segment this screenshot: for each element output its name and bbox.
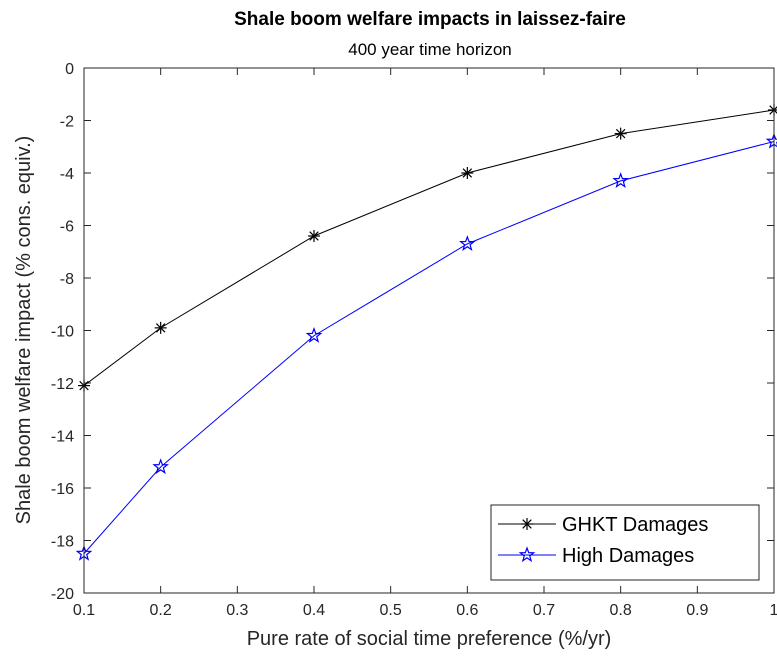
series-line-ghkt-damages (83, 109, 775, 387)
data-point (612, 172, 629, 188)
plot-frame (83, 67, 775, 594)
x-tick-label: 0.9 (686, 602, 708, 619)
x-tick-label: 0.2 (150, 602, 172, 619)
x-axis-ticks: 0.1 0.2 0.3 0.4 0.5 0.6 0.7 0.8 0.9 1 (73, 68, 777, 619)
y-tick-label: -4 (60, 166, 74, 183)
legend-label: High Damages (562, 545, 694, 567)
x-tick-label: 1 (770, 602, 777, 619)
y-tick-label: -18 (51, 534, 74, 551)
y-tick-label: -12 (51, 376, 74, 393)
data-point (308, 230, 320, 242)
y-tick-label: -20 (51, 586, 74, 603)
legend-box (490, 504, 760, 581)
legend-marker (521, 518, 533, 530)
chart-title: Shale boom welfare impacts in laissez-fa… (234, 9, 626, 30)
x-tick-label: 0.8 (610, 602, 632, 619)
legend-marker (518, 546, 536, 563)
legend-label: GHKT Damages (562, 514, 708, 536)
x-tick-label: 0.7 (533, 602, 555, 619)
data-point (459, 235, 476, 251)
y-tick-label: -8 (60, 271, 74, 288)
data-point (154, 321, 167, 334)
y-tick-label: -10 (51, 324, 74, 341)
y-tick-label: -6 (60, 219, 74, 236)
data-point (152, 458, 169, 475)
series-line-high-damages (83, 141, 775, 554)
y-tick-label: -16 (51, 481, 74, 498)
chart-subtitle: 400 year time horizon (348, 40, 511, 59)
x-tick-label: 0.3 (226, 602, 248, 619)
data-point (614, 127, 627, 140)
data-point (305, 327, 323, 343)
series-layer (75, 104, 777, 561)
y-axis-label: Shale boom welfare impact (% cons. equiv… (13, 136, 35, 525)
y-tick-label: -2 (60, 114, 74, 131)
legend: GHKT Damages High Damages (490, 504, 760, 581)
x-tick-label: 0.4 (303, 602, 325, 619)
y-tick-label: 0 (65, 61, 74, 78)
x-tick-label: 0.1 (73, 602, 95, 619)
data-point (461, 167, 474, 179)
y-tick-label: -14 (51, 429, 74, 446)
x-axis-label: Pure rate of social time preference (%/y… (247, 628, 612, 650)
x-tick-label: 0.6 (456, 602, 478, 619)
x-tick-label: 0.5 (380, 602, 402, 619)
